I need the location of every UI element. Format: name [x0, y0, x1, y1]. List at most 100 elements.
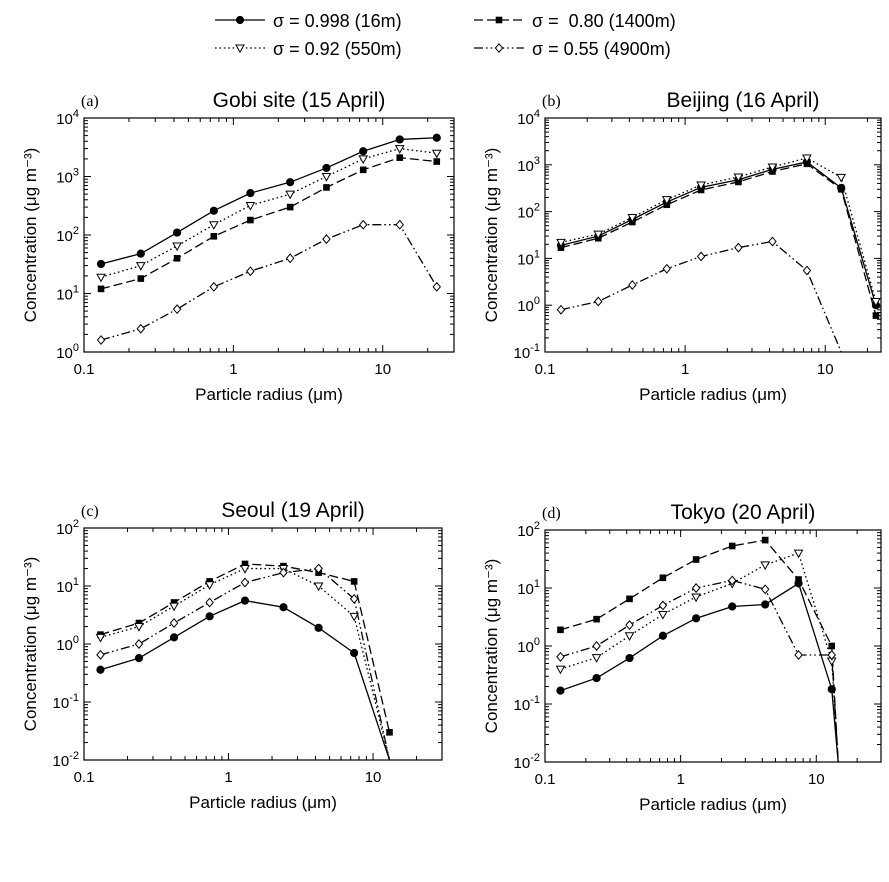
- data-point-series-1: [433, 158, 441, 165]
- data-point-series-1: [692, 556, 700, 563]
- data-point-series-1: [135, 619, 143, 627]
- x-tick-label: 10: [817, 361, 834, 378]
- data-point-series-0: [322, 163, 331, 173]
- data-point-series-2: [593, 230, 604, 240]
- data-point-series-2: [431, 149, 442, 159]
- data-point-series-0: [246, 189, 255, 198]
- data-point-series-3: [628, 280, 637, 290]
- plot-area: [95, 560, 393, 760]
- data-point-series-3: [349, 593, 359, 604]
- data-point-series-3: [432, 281, 442, 292]
- x-tick-label: 1: [229, 361, 237, 378]
- y-axis-label: Concentration (μg m⁻³): [21, 557, 40, 732]
- data-point-series-2: [394, 145, 405, 154]
- plot-frame: [83, 117, 455, 353]
- data-point-series-3: [240, 577, 250, 588]
- data-point-series-1: [173, 254, 181, 262]
- series-line-2: [100, 147, 437, 278]
- data-point-series-1: [803, 160, 811, 168]
- x-axis-label: Particle radius (μm): [639, 795, 787, 814]
- data-point-series-1: [728, 542, 736, 550]
- legend: σ = 0.998 (16m) σ = 0.80 (1400m) σ = 0.92 …: [215, 11, 676, 59]
- panel-label: (b): [542, 93, 561, 110]
- data-point-series-1: [557, 244, 565, 251]
- data-point-series-0: [209, 206, 218, 215]
- data-point-series-3: [205, 597, 214, 608]
- data-point-series-1: [247, 216, 254, 224]
- y-tick-label: 100: [517, 636, 540, 656]
- data-point-series-3: [556, 304, 566, 315]
- y-tick-label: 10-2: [53, 750, 79, 770]
- x-tick-label: 0.1: [535, 361, 556, 378]
- data-point-series-1: [626, 595, 633, 603]
- data-point-series-2: [321, 173, 332, 182]
- chart-title: Gobi site (15 April): [213, 89, 386, 112]
- data-point-series-2: [696, 181, 706, 191]
- data-point-series-3: [768, 236, 777, 247]
- series-line-2: [560, 552, 839, 762]
- data-point-series-0: [286, 178, 295, 187]
- data-point-series-2: [204, 581, 215, 591]
- data-point-series-3: [691, 583, 701, 593]
- data-point-series-3: [760, 584, 770, 595]
- data-point-series-2: [733, 173, 744, 183]
- series-line-0: [560, 582, 839, 762]
- data-point-series-2: [95, 633, 106, 643]
- data-point-series-3: [279, 567, 288, 578]
- data-point-series-2: [624, 632, 635, 642]
- data-point-series-3: [172, 304, 182, 315]
- y-tick-label: 10-1: [53, 692, 79, 712]
- x-tick-label: 0.1: [535, 771, 556, 788]
- y-tick-label: 103: [56, 167, 79, 187]
- legend-label-1: σ = 0.80 (1400m): [532, 11, 676, 31]
- data-point-series-2: [134, 623, 144, 632]
- data-point-series-3: [802, 265, 812, 276]
- y-tick-label: 104: [517, 108, 540, 128]
- series-line-1: [560, 539, 839, 762]
- data-point-series-3: [734, 242, 743, 253]
- data-point-series-0: [314, 623, 323, 632]
- chart-title: Seoul (19 April): [221, 499, 365, 522]
- y-tick-label: 100: [517, 295, 540, 315]
- legend-label-3: σ = 0.55 (4900m): [532, 39, 671, 59]
- series-line-3: [560, 579, 839, 762]
- data-point-series-2: [313, 582, 324, 592]
- data-point-series-3: [169, 618, 179, 628]
- data-point-series-2: [208, 221, 219, 230]
- data-point-series-0: [350, 648, 359, 658]
- data-point-series-0: [432, 133, 441, 142]
- data-point-series-0: [172, 228, 182, 237]
- data-point-series-1: [97, 285, 105, 293]
- data-point-series-2: [135, 262, 146, 271]
- data-point-series-3: [592, 641, 601, 651]
- y-tick-label: 102: [56, 225, 79, 245]
- data-point-series-0: [728, 602, 737, 611]
- data-point-series-0: [761, 600, 770, 609]
- series-line-1: [560, 163, 877, 316]
- series-line-3: [100, 224, 438, 341]
- data-point-series-2: [555, 665, 566, 675]
- data-point-series-3: [594, 296, 603, 307]
- y-tick-label: 102: [517, 202, 540, 222]
- y-tick-label: 102: [56, 518, 79, 538]
- y-tick-label: 10-1: [514, 342, 540, 362]
- data-point-series-0: [359, 147, 368, 156]
- data-point-series-3: [625, 620, 634, 630]
- data-point-series-2: [691, 593, 701, 603]
- series-line-0: [560, 161, 877, 306]
- chart-panel-c: 0.1 1 10 10-2 10-1 100 101 102 Seoul (19 April) (…: [21, 499, 443, 812]
- data-point-series-1: [323, 184, 330, 191]
- x-tick-label: 10: [808, 771, 825, 788]
- data-point-series-2: [767, 163, 778, 173]
- data-point-series-1: [795, 576, 802, 583]
- plot-area: [556, 154, 881, 352]
- data-point-series-1: [386, 729, 393, 736]
- data-point-series-2: [591, 654, 602, 663]
- data-point-series-3: [827, 650, 836, 660]
- panel-label: (d): [542, 505, 561, 522]
- x-axis-label: Particle radius (μm): [639, 385, 787, 404]
- data-point-series-0: [592, 673, 601, 683]
- y-tick-label: 100: [56, 634, 79, 654]
- data-point-series-3: [246, 266, 255, 277]
